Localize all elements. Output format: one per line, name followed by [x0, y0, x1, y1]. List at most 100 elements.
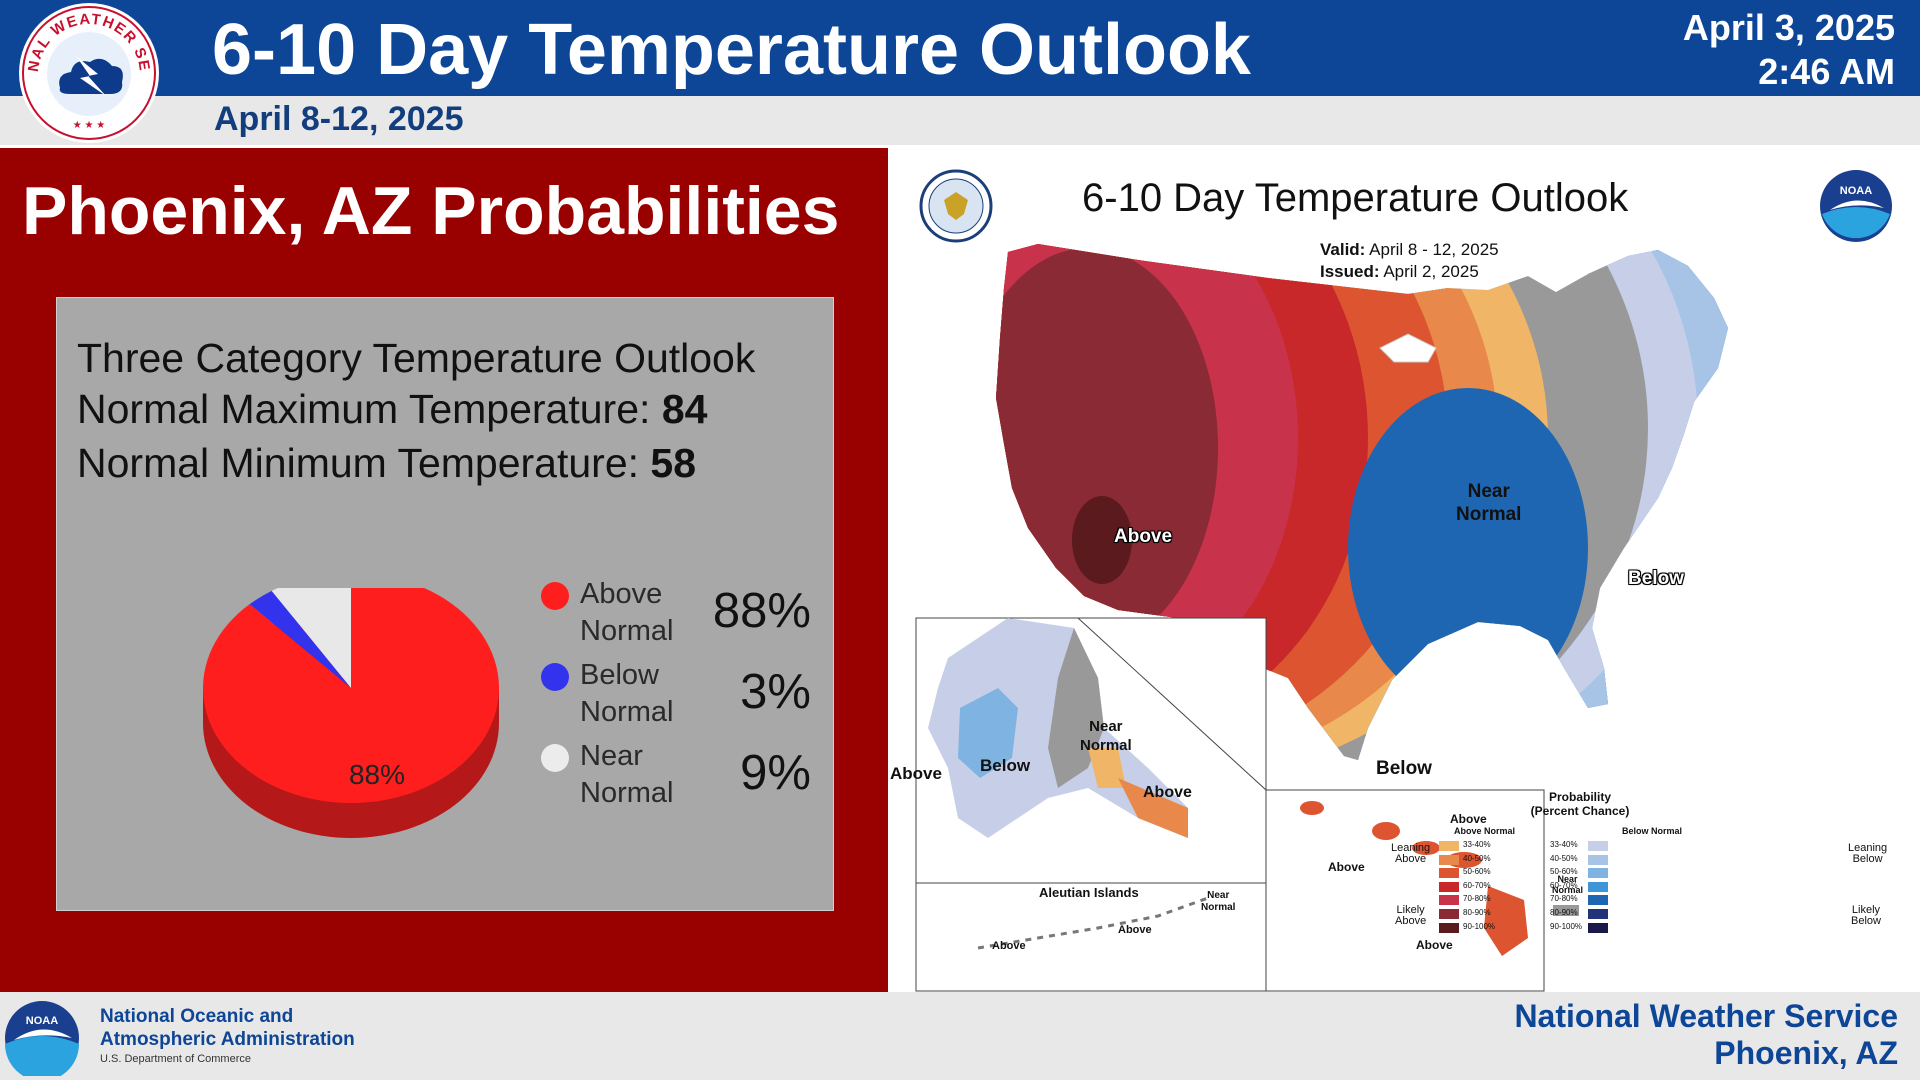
alaska-near: Near Normal [1080, 717, 1132, 755]
legend-dot-below [541, 663, 569, 691]
map-issued-value: April 2, 2025 [1383, 262, 1479, 281]
noaa-name-line2: Atmospheric Administration [100, 1029, 355, 1050]
alaska-above-se: Above [1143, 784, 1192, 801]
alaska-below: Below [980, 756, 1031, 775]
noaa-name-line1: National Oceanic and [100, 1006, 294, 1027]
normal-min-value: 58 [650, 440, 697, 486]
hawaii-above-3: Above [1416, 938, 1453, 952]
probability-box: Three Category Temperature Outlook Norma… [56, 297, 834, 911]
pie-slice-near [271, 588, 351, 688]
map-valid-label: Valid: [1320, 240, 1366, 259]
legend-likely-above-line2: Above [1395, 915, 1427, 927]
legend-swatch-below [1588, 895, 1608, 906]
legend-likely-above-line1: Likely [1396, 904, 1425, 916]
legend-title-line1: Probability [1548, 790, 1611, 804]
aleutian-above-2: Above [992, 940, 1026, 952]
legend-leaning-above-line1: Leaning [1391, 842, 1431, 854]
header-bar [0, 0, 1920, 96]
legend-label-above-line1: Above [580, 578, 663, 610]
pie-slice-above [203, 588, 499, 803]
legend-swatch-below [1588, 854, 1608, 865]
legend-above: Above Normal 88% [541, 573, 811, 653]
noaa-department: U.S. Department of Commerce [100, 1053, 251, 1065]
legend-range-below: 60-70% [1550, 880, 1578, 890]
legend-likely-above: Likely Above [1395, 905, 1426, 927]
issue-date: April 3, 2025 [1682, 7, 1895, 48]
aleutian-title: Aleutian Islands [1039, 885, 1139, 900]
issue-time: 2:46 AM [1758, 51, 1895, 92]
map-title: 6-10 Day Temperature Outlook [1082, 176, 1629, 220]
legend-range-above: 80-90% [1463, 908, 1491, 917]
legend-likely-below-line1: Likely [1851, 904, 1881, 916]
alaska-above-west: Above [890, 764, 942, 783]
map-label-below-texas: Below [1376, 758, 1432, 779]
legend-likely-below-line2: Below [1851, 915, 1881, 927]
legend-near-line1: Near [1557, 874, 1578, 884]
legend-value-below: 3% [740, 665, 811, 719]
legend-swatch-above [1439, 881, 1459, 892]
legend-below-header: Below Normal [1622, 826, 1683, 836]
legend-range-above: 33-40% [1463, 840, 1491, 849]
legend-swatch-above [1439, 854, 1459, 865]
noaa-name: National Oceanic and Atmospheric Adminis… [100, 1005, 355, 1051]
legend-leaning-above-line2: Above [1394, 853, 1427, 865]
legend-value-above: 88% [712, 584, 811, 638]
legend-range-above: 70-80% [1463, 894, 1491, 904]
legend-label-below: Below Normal [580, 657, 690, 731]
legend-likely-below: Likely Below [1851, 905, 1881, 927]
legend-range-below: 40-50% [1550, 853, 1578, 863]
map-label-near-line2: Normal [1456, 504, 1522, 525]
aleutian-near-line1: Near [1207, 890, 1230, 901]
pie-chart: 88% [203, 588, 499, 838]
legend-above-header: Above Normal [1454, 826, 1516, 836]
normal-max-line: Normal Maximum Temperature: 84 [77, 386, 707, 433]
map-graphic: NOAA [915, 169, 1892, 992]
outlook-map: NOAA [888, 148, 1920, 992]
legend-swatch-below [1588, 841, 1608, 851]
map-valid-value: April 8 - 12, 2025 [1369, 240, 1499, 259]
legend-near-line2: Normal [1552, 885, 1584, 895]
legend-swatch-below [1588, 868, 1608, 879]
map-issued-label: Issued: [1320, 262, 1380, 281]
legend-leaning-below-line2: Below [1852, 853, 1883, 865]
legend-label-near: Near Normal [580, 738, 690, 812]
svg-text:NOAA: NOAA [1840, 185, 1872, 197]
normal-max-value: 84 [661, 386, 708, 432]
legend-range-below: 70-80% [1550, 894, 1578, 904]
legend-near-label: Near Normal [1552, 874, 1583, 896]
map-label-near: Near Normal [1456, 480, 1521, 526]
legend-near-swatch [1553, 905, 1579, 916]
map-issued: Issued: April 2, 2025 [1320, 262, 1479, 282]
legend-below: Below Normal 3% [541, 654, 811, 734]
legend-swatch-above [1439, 868, 1459, 879]
footer-bar [0, 992, 1920, 1080]
legend-leaning-below-line1: Leaning [1848, 842, 1888, 854]
map-valid: Valid: April 8 - 12, 2025 [1320, 240, 1499, 260]
pie-slice-label: 88% [349, 759, 405, 790]
panel-title: Phoenix, AZ Probabilities [22, 173, 840, 249]
noaa-logo-icon: NOAA [1820, 170, 1892, 242]
legend-range-below: 90-100% [1550, 921, 1583, 931]
normal-max-label: Normal Maximum Temperature: [77, 386, 651, 432]
legend-range-above: 40-50% [1463, 853, 1491, 863]
nws-office-line1: National Weather Service [1514, 998, 1898, 1034]
alaska-near-line2: Normal [1080, 737, 1132, 754]
issue-datetime: April 3, 2025 2:46 AM [1683, 6, 1895, 94]
map-label-above: Above [1114, 526, 1173, 547]
legend-label-above: Above Normal [580, 576, 690, 650]
noaa-footer-logo: NOAA [4, 1000, 80, 1081]
outlook-heading: Three Category Temperature Outlook [77, 335, 756, 381]
aleutian-near: Near Normal [1201, 890, 1235, 914]
hawaii-above-1: Above [1450, 812, 1487, 826]
normal-min-label: Normal Minimum Temperature: [77, 440, 640, 486]
legend-label-near-line2: Normal [580, 777, 674, 809]
page-title: 6-10 Day Temperature Outlook [212, 10, 1251, 90]
legend-near: Near Normal 9% [541, 735, 811, 815]
legend-swatch-below [1588, 881, 1608, 892]
legend-swatch-above [1439, 895, 1459, 906]
legend-swatch-below [1588, 909, 1608, 919]
legend-title: Probability (Percent Chance) [1510, 790, 1650, 818]
legend-title-line2: (Percent Chance) [1530, 804, 1630, 818]
legend-value-near: 9% [740, 746, 811, 800]
legend-range-below: 33-40% [1550, 840, 1578, 849]
